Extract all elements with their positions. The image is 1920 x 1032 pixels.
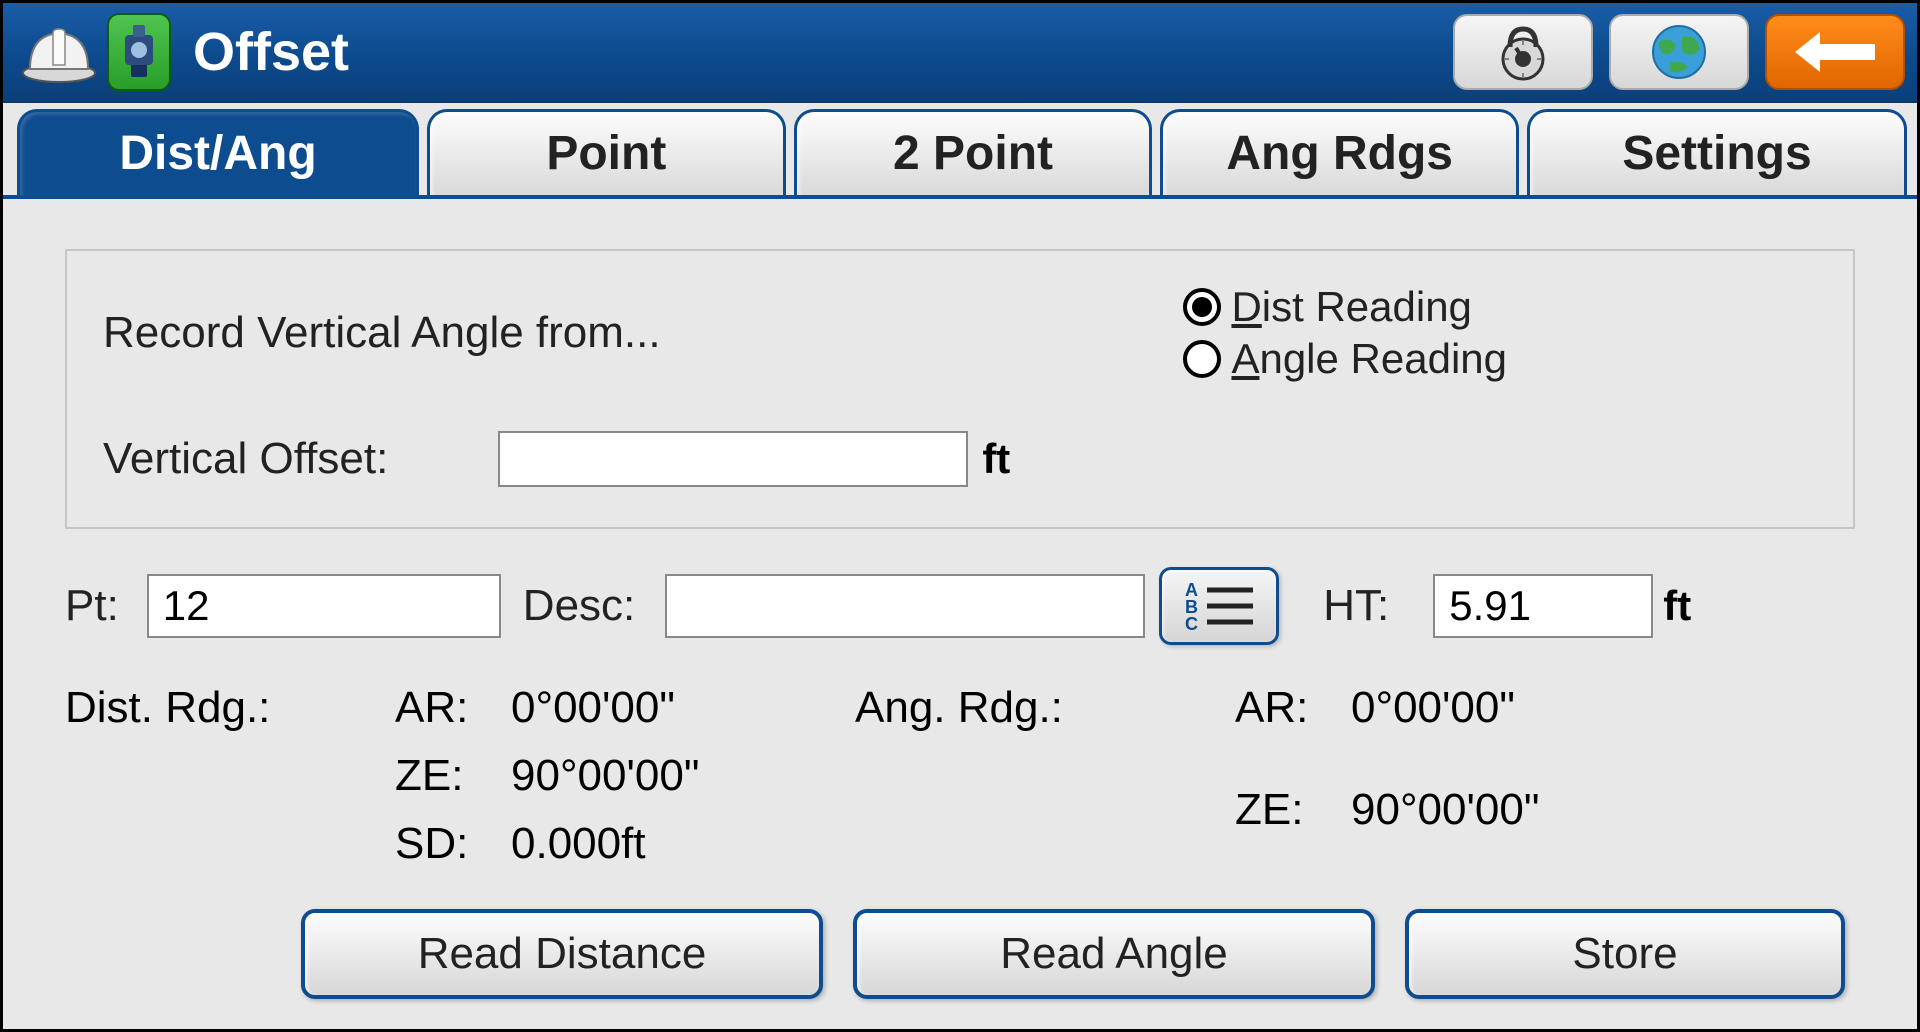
radio-dist-reading[interactable]: Dist Reading bbox=[1183, 283, 1507, 331]
radio-dist-indicator bbox=[1183, 288, 1221, 326]
list-icon: A B C bbox=[1181, 580, 1257, 632]
globe-icon bbox=[1650, 23, 1708, 81]
radio-angle-reading[interactable]: Angle Reading bbox=[1183, 335, 1507, 383]
store-button[interactable]: Store bbox=[1405, 909, 1845, 999]
ht-input[interactable] bbox=[1433, 574, 1653, 638]
dist-sd-value: 0.000ft bbox=[511, 819, 699, 869]
ang-rdg-grid: AR: 0°00'00" ZE: 90°00'00" bbox=[1235, 683, 1539, 869]
back-arrow-icon bbox=[1790, 27, 1880, 77]
dist-ze-label: ZE: bbox=[395, 751, 505, 801]
ang-rdg-title: Ang. Rdg.: bbox=[855, 683, 1235, 869]
tab-bar: Dist/Ang Point 2 Point Ang Rdgs Settings bbox=[3, 103, 1917, 199]
radio-angle-label: Angle Reading bbox=[1231, 335, 1507, 383]
svg-text:C: C bbox=[1185, 614, 1198, 632]
ang-ar-value: 0°00'00" bbox=[1351, 683, 1539, 767]
dist-ze-value: 90°00'00" bbox=[511, 751, 699, 801]
ang-ze-value: 90°00'00" bbox=[1351, 785, 1539, 869]
ang-ar-label: AR: bbox=[1235, 683, 1345, 767]
pt-label: Pt: bbox=[65, 581, 119, 631]
content-area: Record Vertical Angle from... Dist Readi… bbox=[3, 199, 1917, 1029]
vertical-offset-label: Vertical Offset: bbox=[103, 434, 388, 484]
lock-button[interactable] bbox=[1453, 14, 1593, 90]
tab-settings[interactable]: Settings bbox=[1527, 109, 1907, 195]
dist-sd-label: SD: bbox=[395, 819, 505, 869]
hardhat-icon[interactable] bbox=[19, 12, 99, 92]
lock-icon bbox=[1494, 23, 1552, 81]
instrument-icon[interactable] bbox=[107, 13, 171, 91]
ht-label: HT: bbox=[1323, 581, 1389, 631]
radio-dist-label: Dist Reading bbox=[1231, 283, 1471, 331]
tab-ang-rdgs[interactable]: Ang Rdgs bbox=[1160, 109, 1519, 195]
dist-ar-label: AR: bbox=[395, 683, 505, 733]
tab-dist-ang[interactable]: Dist/Ang bbox=[17, 109, 419, 195]
desc-list-button[interactable]: A B C bbox=[1159, 567, 1279, 645]
dist-rdg-title: Dist. Rdg.: bbox=[65, 683, 395, 869]
globe-button[interactable] bbox=[1609, 14, 1749, 90]
header-bar: Offset bbox=[3, 3, 1917, 103]
dist-rdg-grid: AR: 0°00'00" ZE: 90°00'00" SD: 0.000ft bbox=[395, 683, 699, 869]
vertical-offset-input[interactable] bbox=[498, 431, 968, 487]
back-button[interactable] bbox=[1765, 14, 1905, 90]
record-group: Record Vertical Angle from... Dist Readi… bbox=[65, 249, 1855, 529]
tab-point[interactable]: Point bbox=[427, 109, 786, 195]
page-title: Offset bbox=[193, 21, 349, 83]
read-distance-button[interactable]: Read Distance bbox=[301, 909, 823, 999]
radio-angle-indicator bbox=[1183, 340, 1221, 378]
tab-2point[interactable]: 2 Point bbox=[794, 109, 1153, 195]
pt-input[interactable] bbox=[147, 574, 501, 638]
ang-ze-label: ZE: bbox=[1235, 785, 1345, 869]
record-label: Record Vertical Angle from... bbox=[103, 308, 661, 358]
desc-label: Desc: bbox=[523, 581, 635, 631]
desc-input[interactable] bbox=[665, 574, 1145, 638]
vertical-offset-unit: ft bbox=[982, 435, 1010, 483]
dist-ar-value: 0°00'00" bbox=[511, 683, 699, 733]
read-angle-button[interactable]: Read Angle bbox=[853, 909, 1375, 999]
ht-unit: ft bbox=[1663, 582, 1691, 630]
